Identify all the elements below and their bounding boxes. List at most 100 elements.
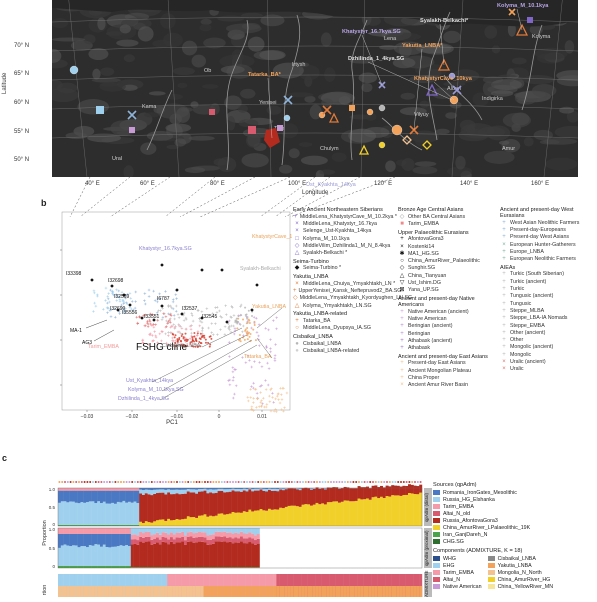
bars-distal-segment	[257, 491, 260, 511]
bars-distal-segment	[318, 488, 321, 489]
legend-item: ◇MiddleVilim_Dzhilinda1_M_N_8.4kya	[293, 242, 397, 249]
sample-marker	[198, 481, 200, 483]
bars-proximal-segment	[78, 528, 81, 534]
bar-legend-label: China_AmurRiver_HG	[498, 577, 551, 583]
terrain-patch	[401, 93, 416, 100]
bars-distal-segment	[201, 489, 204, 491]
sample-marker	[420, 481, 422, 483]
bars-proximal-segment	[83, 546, 86, 566]
bars-proximal-segment	[198, 542, 201, 568]
bars-proximal-segment	[184, 545, 187, 567]
bars-proximal-segment	[103, 545, 106, 566]
legend-item: +Mongolic (ancient)	[500, 344, 597, 351]
sample-marker	[330, 481, 332, 483]
pca-reference-sample	[175, 288, 179, 292]
site-marker	[209, 109, 215, 115]
legend-item: +Turkic	[500, 285, 597, 292]
bars-distal-segment	[408, 493, 411, 526]
bars-ylabel: Proportion	[42, 520, 48, 545]
pca-point	[178, 338, 180, 340]
bars-distal-segment	[117, 488, 120, 491]
bars-distal-segment	[372, 486, 375, 497]
legend-swatch	[433, 518, 440, 523]
bars-distal-segment	[220, 513, 223, 526]
bars-admixture-segment	[167, 586, 170, 597]
terrain-patch	[174, 138, 186, 146]
bars-distal-segment	[142, 495, 145, 523]
bars-proximal-segment	[131, 535, 134, 540]
bars-admixture-segment	[369, 586, 372, 597]
bars-proximal-segment	[61, 545, 64, 566]
bars-proximal-segment	[220, 542, 223, 568]
bars-distal-segment	[83, 503, 86, 525]
bars-distal-segment	[279, 490, 282, 508]
pca-group-label: Tatarka_BA	[244, 354, 272, 360]
bars-admixture-segment	[134, 586, 137, 597]
bars-distal-segment	[391, 485, 394, 495]
bars-distal-segment	[195, 490, 198, 494]
bars-distal-segment	[192, 489, 195, 492]
bars-proximal-segment	[100, 528, 103, 534]
bars-proximal-segment	[69, 534, 72, 546]
bars-admixture-segment	[254, 586, 257, 597]
bars-distal-segment	[405, 486, 408, 495]
bars-distal-segment	[254, 489, 257, 491]
terrain-patch	[87, 133, 121, 142]
bars-proximal-segment	[254, 545, 257, 567]
sample-marker	[333, 481, 335, 483]
bars-proximal-segment	[243, 543, 246, 567]
legend-label: Other (ancient)	[510, 330, 545, 336]
pca-sample-label: I35556	[122, 310, 138, 316]
terrain-patch	[401, 158, 414, 171]
terrain-patch	[226, 24, 262, 34]
bars-distal-segment	[405, 495, 408, 526]
bars-distal-segment	[243, 489, 246, 491]
terrain-patch	[242, 153, 269, 167]
bars-y-tick: 0.5	[49, 546, 56, 551]
sample-marker	[64, 481, 66, 483]
bars-admixture-segment	[178, 586, 181, 597]
bars-proximal-segment	[173, 534, 176, 539]
bars-admixture-segment	[276, 586, 279, 597]
bars-proximal-segment	[167, 539, 170, 544]
bars-distal-segment	[61, 488, 64, 491]
pca-point	[174, 336, 176, 338]
bars-distal-segment	[338, 488, 341, 489]
legend-item: +Turkic (ancient)	[500, 278, 597, 285]
bars-proximal-segment	[100, 534, 103, 547]
bars-distal-segment	[212, 488, 215, 490]
bars-distal-segment	[195, 494, 198, 518]
bars-distal-segment	[78, 491, 81, 504]
sample-marker	[100, 481, 102, 483]
terrain-patch	[534, 130, 553, 140]
bars-admixture-segment	[257, 586, 260, 597]
bars-admixture-segment	[307, 586, 310, 597]
terrain-patch	[363, 127, 389, 138]
terrain-patch	[545, 158, 577, 171]
sample-marker	[327, 481, 329, 483]
bars-distal-segment	[251, 491, 254, 511]
bar-legend-label: EHG	[443, 563, 454, 569]
legend-symbol-icon: +	[500, 249, 508, 255]
legend-label: Beringian (ancient)	[408, 323, 452, 329]
terrain-patch	[319, 169, 335, 174]
pca-point	[244, 339, 246, 341]
sample-marker	[246, 481, 248, 483]
bars-distal-segment	[251, 489, 254, 491]
bars-admixture-segment	[402, 586, 405, 597]
bars-proximal-segment	[218, 532, 221, 537]
bars-distal-segment	[232, 512, 235, 526]
legend-swatch	[433, 490, 440, 495]
bars-proximal-segment	[131, 539, 134, 544]
legend-label: Turkic (ancient)	[510, 279, 546, 285]
legend-symbol-icon: +	[500, 234, 508, 240]
pca-point	[254, 324, 256, 326]
bar-legend-label: Tarim_EMBA	[443, 504, 474, 510]
bars-proximal-segment	[150, 545, 153, 568]
bars-proximal-segment	[148, 532, 151, 537]
bars-proximal-segment	[162, 542, 165, 567]
pca-x-tick-label: −0.02	[126, 414, 139, 420]
bars-distal-segment	[386, 496, 389, 526]
bars-distal-segment	[120, 502, 123, 525]
bars-admixture-segment	[159, 586, 162, 597]
